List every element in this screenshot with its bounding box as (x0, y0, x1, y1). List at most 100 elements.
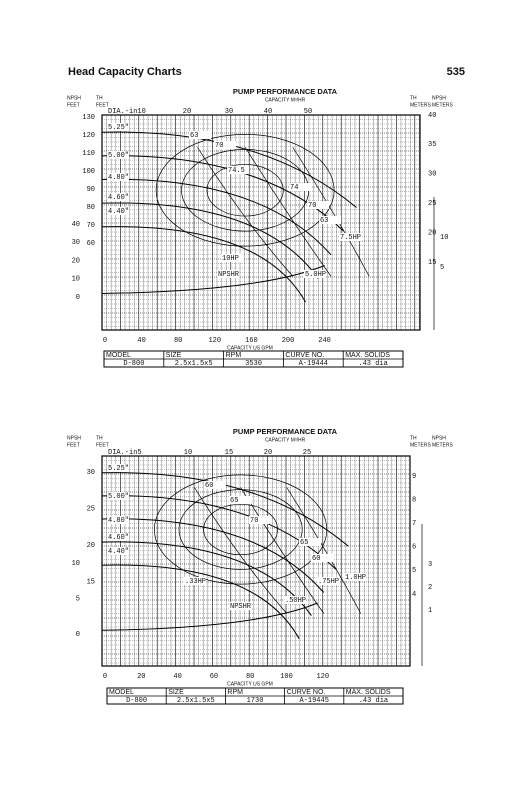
bottom-tick-label: 40 (137, 337, 145, 345)
th-feet-tick: 90 (87, 186, 95, 194)
curve-label: 70 (215, 142, 223, 150)
bottom-tick-label: 60 (210, 673, 218, 681)
th-feet-tick: 80 (87, 204, 95, 212)
head-curve (101, 155, 345, 232)
curve-label: 4.60" (108, 534, 129, 542)
curve-label: 1.0HP (345, 574, 366, 582)
table-value: 2.5x1.5x5 (177, 697, 215, 705)
table-header: SIZE (168, 689, 184, 696)
curve-label-bg (317, 577, 339, 585)
curve-label: 70 (250, 517, 258, 525)
bottom-tick-label: 0 (103, 673, 107, 681)
curve-label-bg (107, 464, 129, 472)
table-header: SIZE (166, 352, 182, 359)
th-meter-tick: 4 (412, 591, 416, 599)
bottom-tick-label: 20 (137, 673, 145, 681)
npsh-feet-tick: 10 (72, 560, 80, 568)
th-feet-tick: 15 (87, 578, 95, 586)
head-curve (101, 202, 319, 279)
page-title: Head Capacity Charts (68, 66, 182, 78)
table-header: RPM (227, 689, 243, 696)
curve-label-bg (107, 547, 129, 555)
th-feet-tick: 110 (82, 150, 95, 158)
top-tick-label: 20 (183, 108, 191, 116)
npsh-feet-tick: 40 (72, 221, 80, 229)
curve-label-bg (204, 481, 226, 489)
axis-unit-label: TH (410, 95, 417, 101)
curve-label: 4.40" (108, 208, 129, 216)
curve-label-bg (184, 577, 206, 585)
bottom-tick-label: 80 (174, 337, 182, 345)
top-tick-label: 30 (225, 108, 233, 116)
npsh-curve (101, 265, 325, 294)
curve-label: 10HP (222, 255, 239, 263)
th-feet-tick: 120 (82, 132, 95, 140)
curve-label-bg (107, 533, 129, 541)
bottom-tick-label: 240 (318, 337, 331, 345)
table-value: 1730 (247, 697, 264, 705)
chart-title: PUMP PERFORMANCE DATA (233, 87, 338, 96)
npsh-curve (101, 602, 318, 631)
curve-label-bg (344, 573, 366, 581)
table-value: 3530 (245, 360, 262, 368)
curve-label-bg (107, 123, 129, 131)
th-feet-tick: 60 (87, 240, 95, 248)
th-feet-tick: 100 (82, 168, 95, 176)
capacity-us-label: CAPACITY US GPM (227, 345, 273, 351)
table-value: A-19444 (299, 360, 328, 368)
curve-label-bg (284, 596, 306, 604)
curve-label: 4.40" (108, 548, 129, 556)
curve-label: NPSHR (218, 271, 240, 279)
th-meter-tick: 25 (428, 200, 436, 208)
curve-label-bg (107, 151, 129, 159)
curve-label-bg (229, 602, 251, 610)
curve-label-bg (217, 270, 239, 278)
npsh-meter-tick: 5 (440, 264, 444, 272)
table-header: CURVE NO. (287, 689, 326, 696)
plot-frame (101, 114, 421, 331)
axis-unit-label: FEET (67, 102, 80, 108)
top-tick-label: 50 (304, 108, 312, 116)
power-curve (286, 487, 362, 614)
npsh-feet-tick: 0 (76, 631, 80, 639)
bottom-tick-label: 120 (316, 673, 329, 681)
th-feet-tick: 20 (87, 542, 95, 550)
th-meter-tick: 20 (428, 229, 436, 237)
table-header: MODEL (109, 689, 134, 696)
bottom-tick-label: 160 (245, 337, 258, 345)
power-curve (244, 147, 332, 277)
power-curve (240, 487, 325, 614)
curve-label-bg (249, 516, 271, 524)
curve-label: 65 (300, 539, 308, 547)
table-header: CURVE NO. (285, 352, 324, 359)
axis-unit-label: NPSH (67, 435, 81, 441)
curve-label: 63 (320, 217, 328, 225)
npsh-meter-tick: 1 (428, 607, 432, 615)
capacity-us-label: CAPACITY US GPM (227, 681, 273, 687)
curve-label-bg (307, 201, 329, 209)
axis-unit-label: TH (96, 435, 103, 441)
head-curve (101, 178, 332, 256)
curve-label-bg (339, 233, 361, 241)
curve-label: 74.5 (228, 167, 245, 175)
bottom-tick-label: 120 (208, 337, 221, 345)
axis-unit-label: TH (96, 95, 103, 101)
curve-label: 5.00" (108, 152, 129, 160)
table-value: A-19445 (299, 697, 328, 705)
axis-unit-label: NPSH (67, 95, 81, 101)
axis-unit-label: METERS (432, 102, 454, 108)
curve-label-bg (299, 538, 321, 546)
curve-label: 60 (312, 555, 320, 563)
table-value: D-800 (123, 360, 144, 368)
th-meter-tick: 30 (428, 171, 436, 179)
head-curve (101, 472, 349, 547)
power-curve (197, 147, 294, 277)
efficiency-curve (154, 474, 328, 585)
curve-label: 60 (205, 482, 213, 490)
curve-label: 70 (308, 202, 316, 210)
curve-label: 5.00" (108, 493, 129, 501)
head-curve (101, 495, 337, 570)
efficiency-curve (155, 134, 335, 247)
